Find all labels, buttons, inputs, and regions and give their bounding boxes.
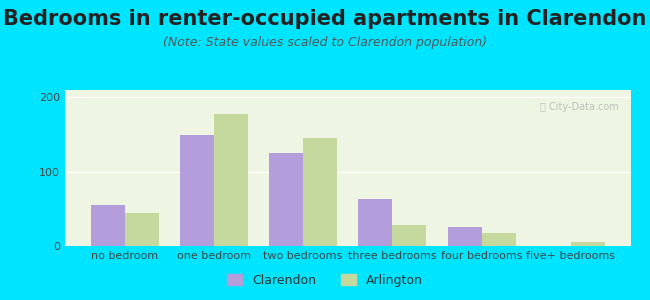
Text: Bedrooms in renter-occupied apartments in Clarendon: Bedrooms in renter-occupied apartments i… (3, 9, 647, 29)
Bar (571, 242, 605, 246)
Bar (214, 114, 248, 246)
Bar (91, 205, 125, 246)
Bar (269, 153, 303, 246)
Bar (482, 232, 515, 246)
Text: ⓘ City-Data.com: ⓘ City-Data.com (540, 103, 619, 112)
Bar (180, 135, 214, 246)
Bar (393, 225, 426, 246)
Bar (448, 227, 482, 246)
Legend: Clarendon, Arlington: Clarendon, Arlington (224, 270, 426, 291)
Bar (358, 199, 393, 246)
Text: (Note: State values scaled to Clarendon population): (Note: State values scaled to Clarendon … (163, 36, 487, 49)
Bar (125, 213, 159, 246)
Bar (303, 138, 337, 246)
